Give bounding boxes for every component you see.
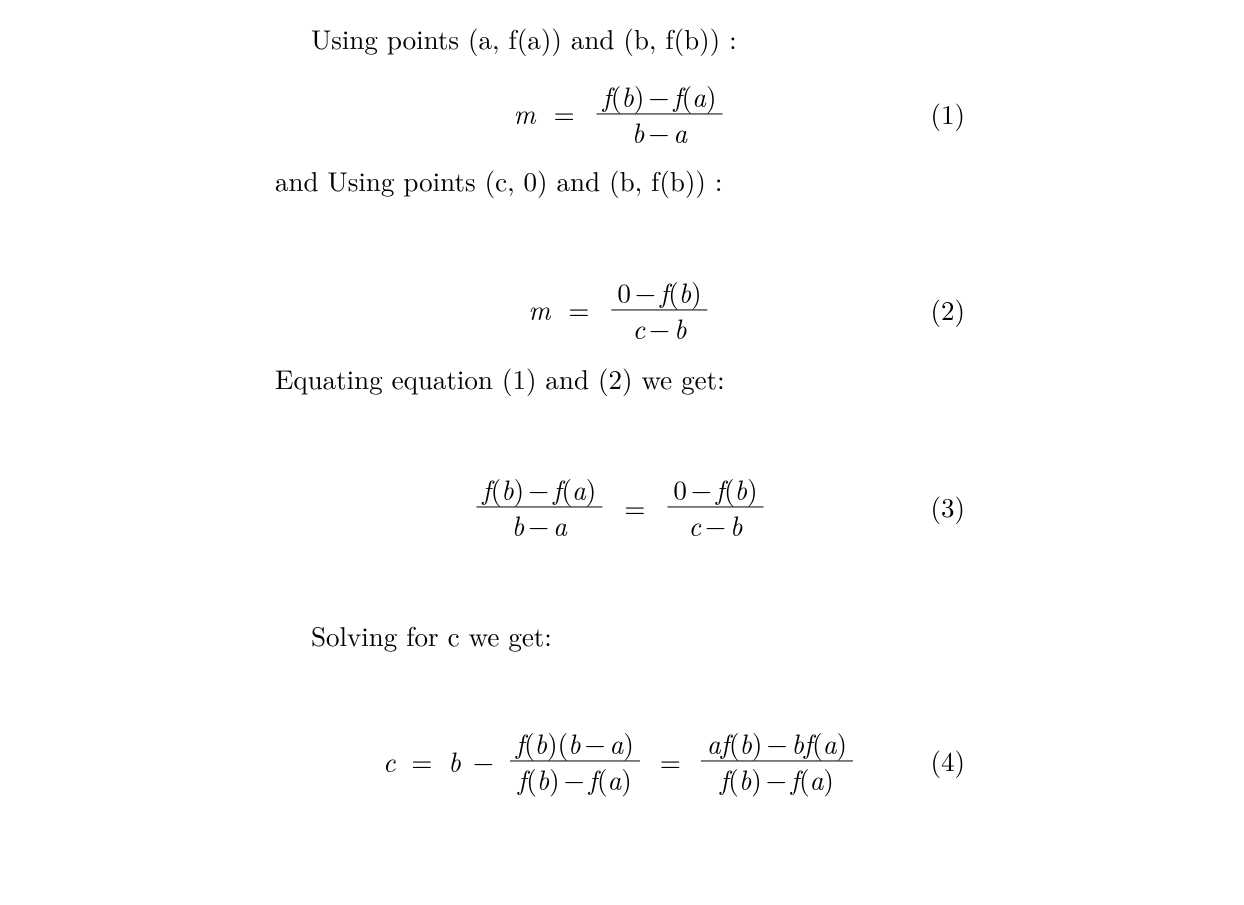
paragraph-4-text: Solving for c we get: (311, 616, 552, 654)
equation-2: m = 0−f(b) c−b (2) (275, 266, 965, 354)
eq1-lhs: m (513, 97, 535, 131)
page: Using points (a, f(a)) and (b, f(b)) : m… (0, 0, 1244, 905)
paragraph-3-text: Equating equation (1) and (2) we get: (275, 359, 725, 397)
equals-sign: = (652, 744, 689, 778)
equation-3-body: f(b)−f(a) b−a = 0−f(b) c−b (472, 472, 767, 543)
equals-sign: = (560, 293, 597, 327)
equation-3: f(b)−f(a) b−a = 0−f(b) c−b (3) (275, 463, 965, 551)
equation-1-number: (1) (930, 97, 965, 131)
equation-4-number: (4) (930, 744, 965, 778)
eq4-fraction-2: af(b)−bf(a) f(b)−f(a) (701, 725, 853, 796)
paragraph-4: Solving for c we get: (275, 619, 965, 653)
equation-4: c = b − f(b)(b−a) f(b)−f(a) = af(b)−bf(a… (275, 717, 965, 805)
equation-4-body: c = b − f(b)(b−a) f(b)−f(a) = af(b)−bf(a… (383, 725, 857, 796)
paragraph-3: Equating equation (1) and (2) we get: (275, 362, 965, 396)
paragraph-1: Using points (a, f(a)) and (b, f(b)) : (275, 22, 965, 56)
equation-2-number: (2) (930, 293, 965, 327)
minus-sign: − (469, 744, 498, 778)
equation-3-number: (3) (930, 490, 965, 524)
equation-1-body: m = f(b)−f(a) b−a (513, 78, 726, 149)
equation-2-body: m = 0−f(b) c−b (528, 274, 711, 345)
text-column: Using points (a, f(a)) and (b, f(b)) : m… (275, 22, 965, 805)
eq4-fraction-1: f(b)(b−a) f(b)−f(a) (510, 725, 640, 796)
paragraph-2: and Using points (c, 0) and (b, f(b)) : (275, 164, 965, 198)
eq3-lhs-fraction: f(b)−f(a) b−a (476, 472, 602, 543)
eq2-lhs: m (528, 293, 550, 327)
equation-1: m = f(b)−f(a) b−a (1) (275, 70, 965, 158)
equals-sign: = (616, 490, 653, 524)
paragraph-1-text: Using points (a, f(a)) and (b, f(b)) : (311, 19, 737, 57)
eq4-lhs: c (383, 744, 395, 778)
paragraph-2-text: and Using points (c, 0) and (b, f(b)) : (275, 161, 722, 199)
eq1-fraction: f(b)−f(a) b−a (597, 78, 723, 149)
eq3-rhs-fraction: 0−f(b) c−b (667, 472, 763, 543)
equals-sign: = (403, 744, 440, 778)
equals-sign: = (546, 97, 583, 131)
eq4-b: b (448, 744, 460, 778)
eq2-fraction: 0−f(b) c−b (611, 274, 707, 345)
